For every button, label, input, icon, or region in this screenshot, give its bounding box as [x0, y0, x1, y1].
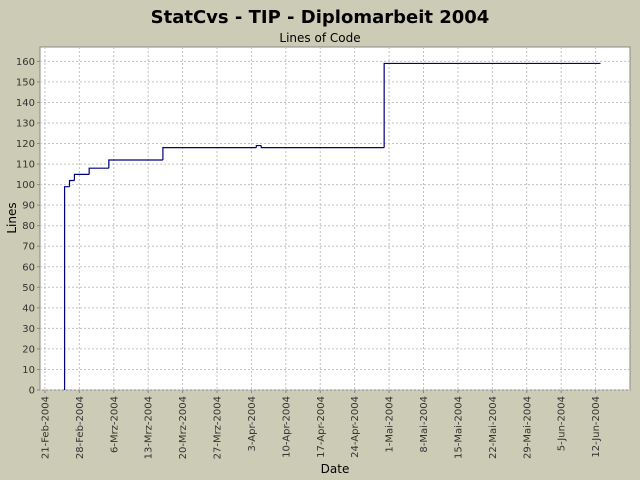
y-tick-label: 0 [29, 386, 35, 397]
chart-subtitle: Lines of Code [279, 31, 360, 45]
y-tick-label: 160 [16, 57, 35, 68]
chart-title: StatCvs - TIP - Diplomarbeit 2004 [151, 7, 490, 28]
step-segment [108, 159, 163, 169]
y-tick-label: 130 [16, 118, 35, 129]
x-tick-label: 5-Jun-2004 [557, 396, 568, 451]
y-tick-label: 60 [22, 262, 35, 273]
step-segment [73, 173, 90, 181]
y-tick-label: 40 [22, 303, 35, 314]
x-tick-label: 13-Mrz-2004 [144, 396, 155, 459]
x-tick-label: 21-Feb-2004 [40, 396, 51, 459]
x-tick-label: 3-Apr-2004 [247, 396, 258, 451]
y-tick-label: 50 [22, 283, 35, 294]
x-tick-label: 29-Mai-2004 [522, 396, 533, 459]
x-tick-label: 27-Mrz-2004 [213, 396, 224, 459]
step-segment [383, 62, 601, 148]
plot-area [39, 46, 631, 391]
x-tick-label: 20-Mrz-2004 [178, 396, 189, 459]
y-tick-label: 90 [22, 201, 35, 212]
x-tick-label: 6-Mrz-2004 [109, 396, 120, 453]
step-segment [68, 179, 75, 187]
y-tick-label: 100 [16, 180, 35, 191]
x-axis-label: Date [321, 462, 350, 476]
y-tick-label: 80 [22, 221, 35, 232]
step-segment [255, 144, 262, 148]
x-tick-label: 15-Mai-2004 [453, 396, 464, 459]
step-segment [88, 167, 109, 175]
step-segment [162, 147, 257, 160]
y-tick-label: 150 [16, 77, 35, 88]
y-tick-label: 10 [22, 365, 35, 376]
x-tick-label: 28-Feb-2004 [75, 396, 86, 459]
y-axis-label: Lines [5, 202, 19, 233]
x-tick-label: 10-Apr-2004 [281, 396, 292, 458]
x-tick-label: 8-Mai-2004 [419, 396, 430, 453]
y-tick-label: 110 [16, 160, 35, 171]
y-tick-label: 70 [22, 242, 35, 253]
x-tick-label: 22-Mai-2004 [488, 396, 499, 459]
x-tick-label: 12-Jun-2004 [591, 396, 602, 458]
y-tick-label: 140 [16, 98, 35, 109]
step-segment [260, 145, 385, 149]
x-tick-label: 24-Apr-2004 [350, 396, 361, 458]
x-tick-label: 1-Mai-2004 [385, 396, 396, 453]
y-tick-label: 20 [22, 344, 35, 355]
x-tick-label: 17-Apr-2004 [316, 396, 327, 458]
y-tick-label: 30 [22, 324, 35, 335]
y-tick-label: 120 [16, 139, 35, 150]
step-segment [63, 186, 70, 390]
